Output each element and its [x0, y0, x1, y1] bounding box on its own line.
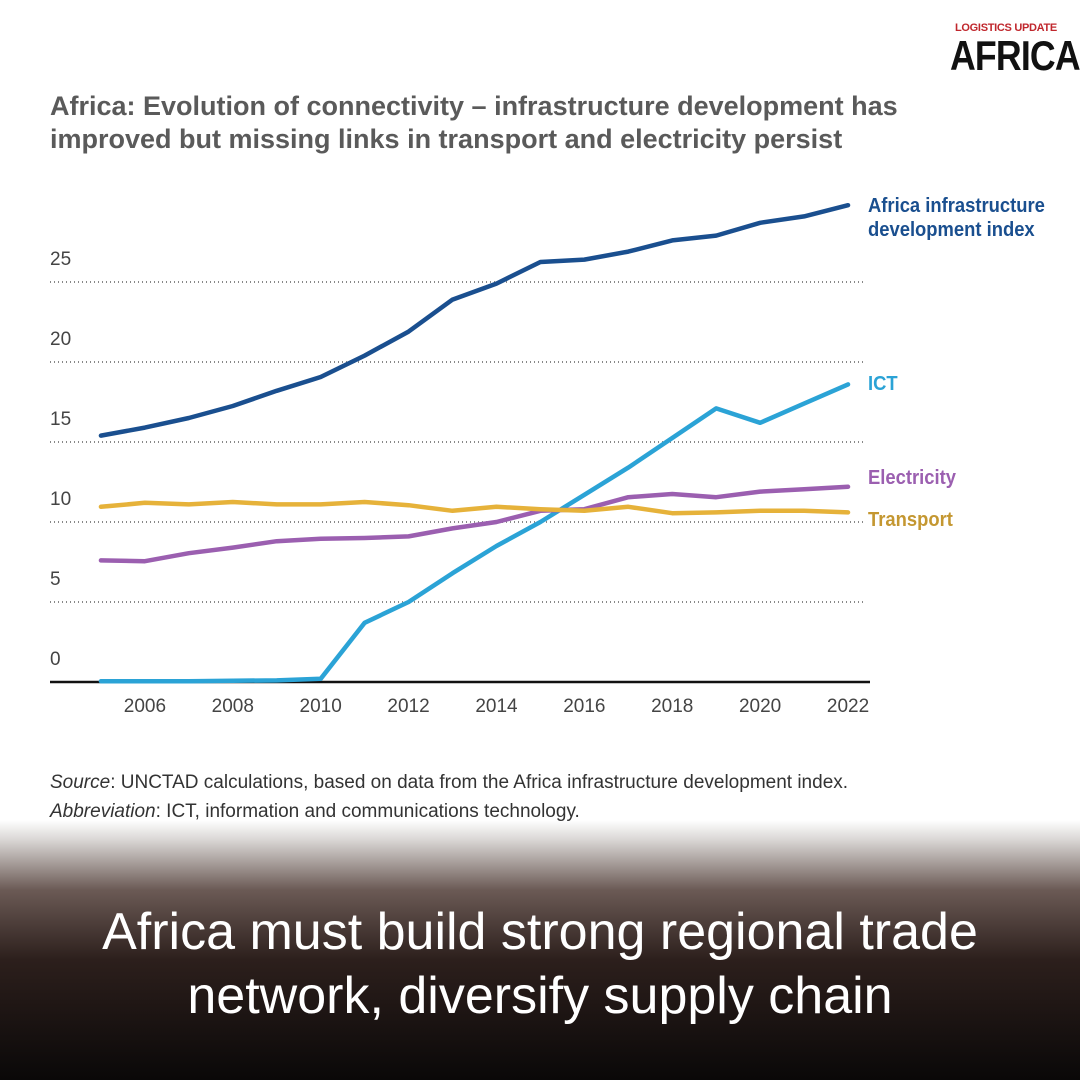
y-tick-label: 0: [50, 649, 61, 670]
chart-title: Africa: Evolution of connectivity – infr…: [50, 91, 898, 154]
x-tick-label: 2018: [651, 696, 693, 717]
x-tick-label: 2010: [300, 696, 342, 717]
series-line: [98, 484, 851, 564]
x-tick-label: 2020: [739, 696, 781, 717]
series-label: ICT: [868, 373, 898, 396]
series-label: Africa infrastructure development index: [868, 195, 1045, 242]
chart: 0 5 10 15 20 25 2006 2008 2010 2012 2014 2016 2018 20…: [50, 202, 870, 717]
logo-main: AFRICA: [950, 32, 1080, 79]
abbreviation-note: Abbreviation: ICT, information and commu…: [50, 801, 580, 823]
y-tick-label: 15: [50, 409, 71, 430]
x-tick-label: 2006: [124, 696, 166, 717]
x-tick-label: 2014: [475, 696, 518, 717]
abbreviation-text: : ICT, information and communications te…: [155, 801, 580, 822]
x-tick-label: 2008: [212, 696, 254, 717]
series-label: Transport: [868, 509, 953, 532]
x-tick-label: 2012: [387, 696, 429, 717]
series-line: [98, 202, 851, 438]
source-note: Source: UNCTAD calculations, based on da…: [50, 772, 848, 794]
abbreviation-label: Abbreviation: [50, 801, 156, 822]
headline: Africa must build strong regional trade …: [102, 903, 978, 1025]
y-tick-label: 5: [50, 569, 61, 590]
series-line: [98, 499, 851, 516]
y-tick-label: 10: [50, 489, 71, 510]
series-line: [98, 382, 851, 684]
y-tick-label: 20: [50, 329, 71, 350]
x-tick-label: 2022: [827, 696, 869, 717]
source-text: : UNCTAD calculations, based on data fro…: [110, 772, 849, 793]
logo-top: LOGISTICS UPDATE: [955, 22, 1057, 34]
x-tick-label: 2016: [563, 696, 605, 717]
series-label: Electricity: [868, 466, 956, 489]
y-tick-label: 25: [50, 249, 71, 270]
source-label: Source: [50, 772, 111, 793]
